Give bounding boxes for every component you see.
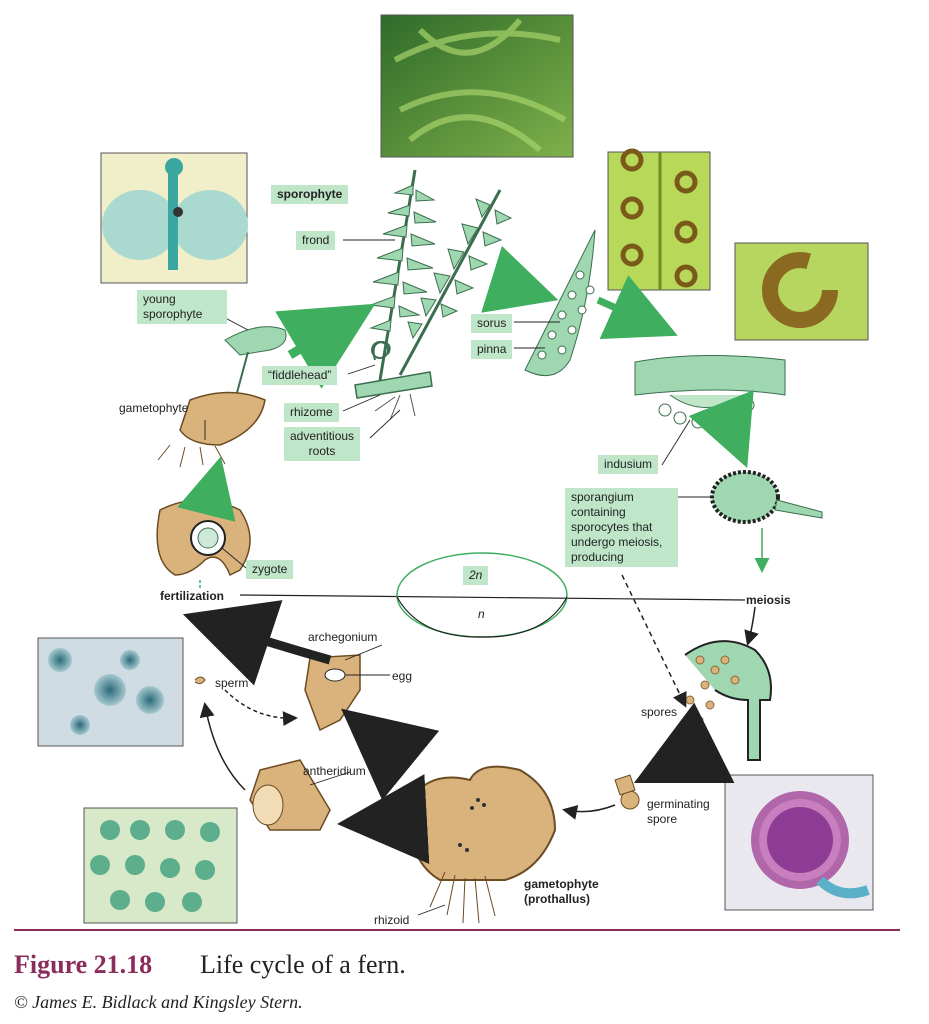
gametophyte-prothallus-label-line-1: gametophyte <box>524 877 599 891</box>
archegonium-label: archegonium <box>308 630 378 644</box>
gametophyte-prothallus-label-line-2: (prothallus) <box>524 892 590 906</box>
frond-label: frond <box>296 231 336 250</box>
caption-divider <box>14 929 900 931</box>
germinating-spore-drawing <box>614 774 640 810</box>
sperm-drawing <box>194 676 206 685</box>
sorus-label: sorus <box>471 314 513 333</box>
diploid-label: 2n <box>463 566 489 585</box>
figure-credit: © James E. Bidlack and Kingsley Stern. <box>14 992 303 1012</box>
egg-label: egg <box>392 669 413 683</box>
fern-sporophyte-drawing <box>354 169 513 421</box>
zygote-drawing <box>156 499 251 577</box>
sporangium-label-line-1: sporangium <box>571 490 634 504</box>
sorus-cross-section-drawing <box>634 354 786 429</box>
germinating-spore-label-line-1: germinating <box>647 797 710 811</box>
haploid-label: n <box>478 607 485 621</box>
gametophyte-prothallus-label: gametophyte (prothallus) <box>524 877 599 907</box>
figure-number: Figure 21.18 <box>14 950 153 979</box>
sorus-closeup-photo <box>734 242 869 341</box>
germinating-spore-label: germinating spore <box>647 797 710 827</box>
ploidy-divider <box>239 552 746 638</box>
spores-label: spores <box>641 705 678 719</box>
sperm-label: sperm <box>215 676 249 690</box>
young-sporophyte-label-line-1: young <box>143 292 176 306</box>
adventitious-roots-label: adventitious roots <box>284 427 361 461</box>
rhizome-label: rhizome <box>284 403 339 422</box>
sporangium-label-line-4: undergo meiosis, <box>571 535 663 549</box>
young-sporophyte-label-line-2: sporophyte <box>143 307 203 321</box>
rhizoid-label: rhizoid <box>374 913 410 927</box>
young-sporophyte-photo <box>100 152 248 284</box>
sporangium-label: sporangium containing sporocytes that un… <box>565 488 678 567</box>
cycle-arrows <box>177 245 770 865</box>
sporangium-label-line-2: containing <box>571 505 626 519</box>
fiddlehead-label: “fiddlehead” <box>262 366 338 385</box>
adventitious-roots-label-line-2: roots <box>308 444 336 458</box>
pinna-drawing <box>524 229 596 377</box>
antheridium-drawing <box>249 759 331 831</box>
archegonia-photo <box>37 637 184 747</box>
young-sporophyte-label: young sporophyte <box>137 290 227 324</box>
pinna-sori-photo <box>607 148 711 291</box>
archegonium-drawing <box>304 654 361 732</box>
pinna-label: pinna <box>471 340 513 359</box>
antheridium-label: antheridium <box>303 764 366 778</box>
fertilization-label: fertilization <box>160 589 225 603</box>
gametophyte-label-top: gametophyte <box>119 401 189 415</box>
sporangium-photo <box>724 774 874 911</box>
meiosis-label: meiosis <box>746 593 791 607</box>
sporophyte-label: sporophyte <box>271 185 349 204</box>
germinating-spore-label-line-2: spore <box>647 812 678 826</box>
young-sporophyte-on-gametophyte-drawing <box>157 326 287 468</box>
figure-title: Life cycle of a fern. <box>200 950 406 979</box>
indusium-label: indusium <box>598 455 659 474</box>
fern-photo <box>380 14 574 158</box>
sporangium-releasing-spores-drawing <box>684 640 772 761</box>
sporangium-label-line-5: producing <box>571 550 624 564</box>
gametophyte-prothallus-drawing <box>408 765 557 924</box>
zygote-label: zygote <box>246 560 294 579</box>
adventitious-roots-label-line-1: adventitious <box>290 429 355 443</box>
sporangium-label-line-3: sporocytes that <box>571 520 653 534</box>
leader-lines <box>204 239 712 916</box>
antheridia-photo <box>83 807 238 924</box>
sporangium-drawing <box>710 470 823 524</box>
